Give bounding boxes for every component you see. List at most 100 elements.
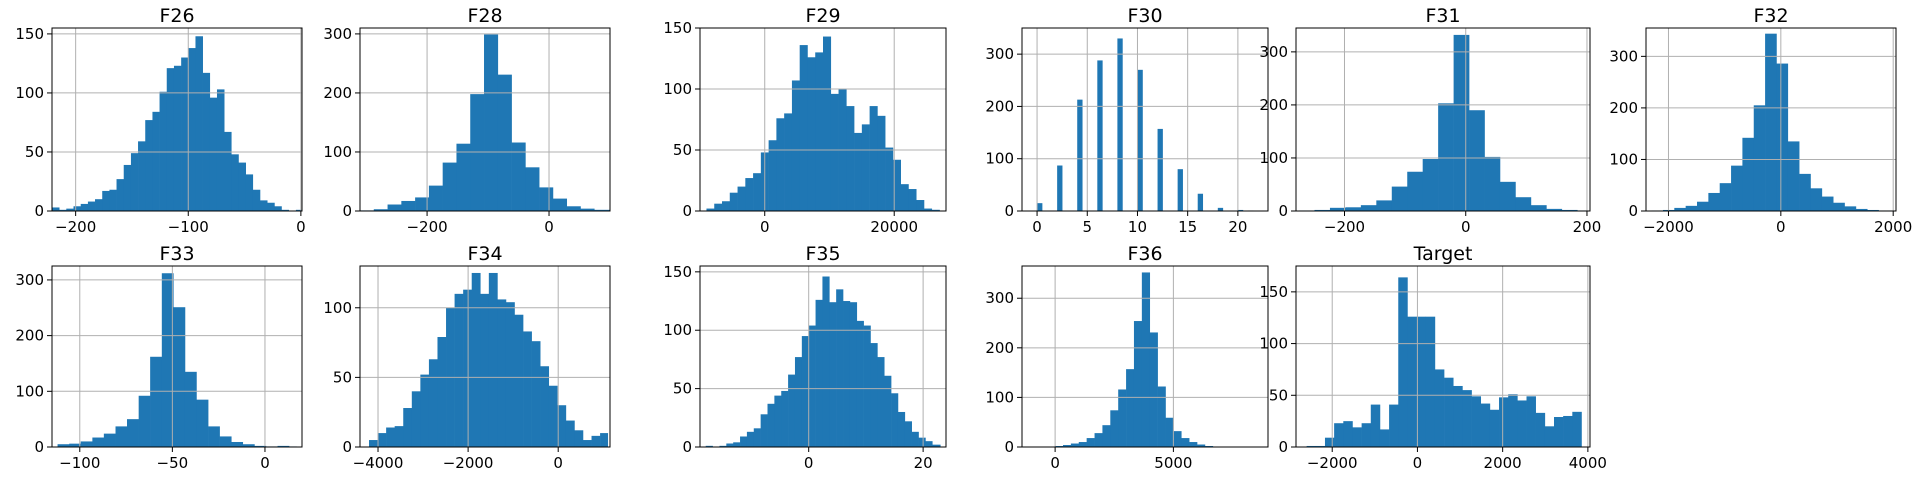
axes-frame xyxy=(51,27,303,212)
axes-frame xyxy=(1021,265,1269,448)
axes-frame xyxy=(1021,27,1269,212)
histogram-bar xyxy=(57,444,70,447)
x-tick-label: −4000 xyxy=(353,454,404,472)
histogram-bar xyxy=(242,444,255,447)
histogram-bar xyxy=(1077,99,1083,211)
axes-frame xyxy=(359,265,611,448)
histogram-bar xyxy=(497,299,507,447)
x-tick-label: 20 xyxy=(914,454,933,472)
histogram-bar xyxy=(1530,205,1547,211)
histogram-bar xyxy=(138,141,146,211)
x-tick-label: 0 xyxy=(553,454,563,472)
histogram-bar xyxy=(807,57,816,211)
histogram-bar xyxy=(123,164,132,211)
histogram-bar xyxy=(166,68,175,211)
panel-title: F31 xyxy=(1425,5,1460,27)
axes-frame xyxy=(51,265,303,448)
histogram-bar xyxy=(295,209,303,211)
histogram-bar xyxy=(181,57,189,211)
histogram-bar xyxy=(1157,128,1163,211)
x-tick-label: 20000 xyxy=(870,218,918,236)
axes-frame xyxy=(359,27,611,212)
histogram-bar xyxy=(746,431,755,447)
histogram-bar xyxy=(565,420,575,447)
histogram-bar xyxy=(369,440,378,447)
y-tick-label: 0 xyxy=(1628,202,1638,220)
histogram-bar xyxy=(861,124,870,211)
histogram-bar xyxy=(159,91,168,211)
histogram-bar xyxy=(69,443,81,447)
histogram-bar xyxy=(1070,443,1080,447)
histogram-bar xyxy=(923,208,933,211)
x-tick-label: 0 xyxy=(804,454,814,472)
histogram-bar xyxy=(523,331,532,447)
histogram-bar xyxy=(863,325,871,447)
histogram-bar xyxy=(1360,205,1377,211)
histogram-bar xyxy=(729,192,738,211)
histogram-bar xyxy=(760,414,768,447)
histogram-bar xyxy=(1345,207,1362,211)
histogram-bar xyxy=(722,201,731,211)
histogram-bar xyxy=(854,132,863,211)
histogram-bar xyxy=(252,189,261,211)
x-tick-label: 0 xyxy=(1776,218,1786,236)
histogram-bar xyxy=(411,391,421,447)
histogram-bar xyxy=(173,65,182,211)
histogram-bar xyxy=(1544,426,1555,447)
histogram-bar xyxy=(1117,38,1123,212)
histogram-bar xyxy=(202,72,211,211)
histogram-bar xyxy=(856,320,864,447)
histogram-bar xyxy=(1469,110,1485,211)
histogram-bar xyxy=(1181,438,1190,447)
histogram-bar xyxy=(891,393,899,447)
histogram-bar xyxy=(1554,417,1564,447)
histogram-bar xyxy=(1453,34,1470,212)
histogram-bar xyxy=(1563,415,1573,447)
y-tick-label: 300 xyxy=(985,289,1014,307)
histogram-bar xyxy=(1821,196,1834,211)
histogram-bar xyxy=(1742,137,1755,211)
x-tick-label: 2000 xyxy=(1484,454,1522,472)
histogram-bar xyxy=(885,147,894,211)
histogram-bar xyxy=(753,173,762,211)
histogram-bar xyxy=(511,142,526,211)
x-tick-label: 5000 xyxy=(1154,454,1192,472)
histogram-bar xyxy=(753,428,761,447)
y-tick-label: 100 xyxy=(1259,149,1288,167)
histogram-bar xyxy=(870,343,878,447)
y-tick-label: 100 xyxy=(323,143,352,161)
histogram-panel: −2000 0 2000 0 100 200 300 F32 xyxy=(1609,5,1912,236)
histogram-bar xyxy=(428,359,438,447)
y-tick-label: 200 xyxy=(323,84,352,102)
panel-title: Target xyxy=(1413,243,1473,265)
panel-title: F32 xyxy=(1753,5,1788,27)
axes-frame xyxy=(1295,265,1591,448)
histogram-bar xyxy=(600,433,609,447)
histogram-bar xyxy=(1535,412,1546,447)
histogram-bar xyxy=(1334,423,1344,447)
y-tick-label: 300 xyxy=(15,271,44,289)
histogram-bar xyxy=(1133,321,1143,447)
y-tick-label: 100 xyxy=(15,382,44,400)
histogram-bar xyxy=(1731,165,1743,211)
histogram-bar xyxy=(1315,445,1326,447)
x-tick-label: −2000 xyxy=(1307,454,1358,472)
histogram-bar xyxy=(1708,192,1721,211)
histogram-bar xyxy=(184,371,197,447)
histogram-bar xyxy=(454,293,464,447)
histogram-bar xyxy=(737,186,746,211)
histogram-bar xyxy=(1453,385,1463,447)
histogram-bar xyxy=(1765,33,1777,211)
histogram-bar xyxy=(1118,389,1127,447)
histogram-bar xyxy=(377,433,387,447)
histogram-bar xyxy=(843,301,851,447)
histogram-panel: −200 0 0 100 200 300 F28 xyxy=(323,5,611,236)
histogram-bar xyxy=(574,430,584,447)
histogram-bar xyxy=(92,437,105,447)
histogram-bar xyxy=(267,202,275,211)
x-tick-label: 4000 xyxy=(1569,454,1607,472)
histogram-bar xyxy=(209,97,218,211)
y-tick-label: 0 xyxy=(1278,438,1288,456)
histogram-bar xyxy=(1324,437,1335,447)
